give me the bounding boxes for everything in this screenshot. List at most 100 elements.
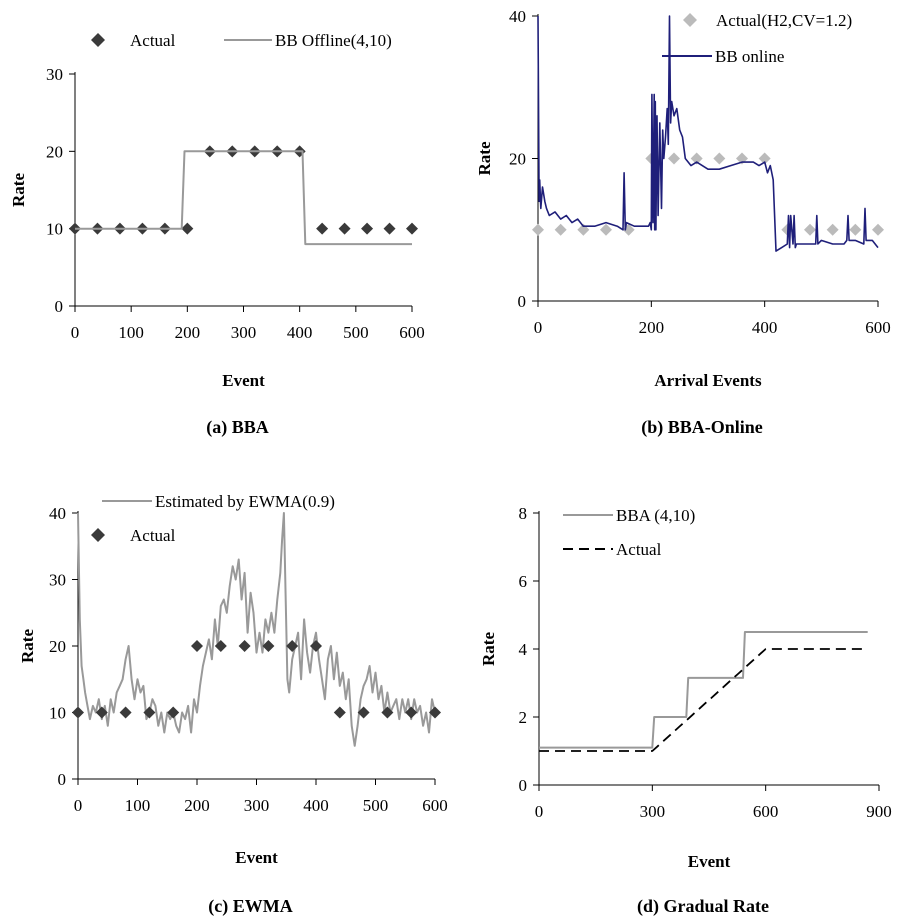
data-point-marker [668,152,680,165]
x-tick-label: 900 [866,802,892,821]
x-tick-label: 500 [363,796,389,815]
data-point-marker [361,222,374,235]
y-tick-label: 0 [58,770,67,789]
plot-area [539,631,868,752]
data-point-marker [406,222,418,235]
plot-area [532,15,884,252]
panel-caption: (d) Gradual Rate [637,896,769,917]
series-line [75,150,412,246]
legend-label: BB online [715,47,784,66]
y-axis-title: Rate [479,632,498,666]
x-tick-label: 400 [752,318,778,337]
x-tick-label: 0 [534,318,543,337]
data-point-marker [690,152,703,165]
y-tick-label: 6 [519,572,528,591]
x-tick-label: 100 [118,323,144,342]
legend-marker [91,528,105,542]
y-tick-label: 30 [49,571,66,590]
x-axis-title: Event [688,852,731,871]
x-tick-label: 0 [535,802,544,821]
panel-caption: (b) BBA-Online [641,417,763,438]
panel-a: 0 100 200 300 400 500 600 0 10 20 30 Event Rate (a) B… [9,31,425,438]
panel-caption: (a) BBA [206,417,269,438]
data-point-marker [191,640,203,652]
x-tick-label: 300 [244,796,270,815]
panel-caption: (c) EWMA [208,896,292,917]
data-point-marker [429,706,441,719]
data-point-marker [383,222,396,235]
y-tick-label: 0 [55,297,64,316]
data-point-marker [286,640,299,652]
panel-d: 0 300 600 900 0 2 4 6 8 Event Rate (d) Gradual Rate… [479,504,892,917]
x-axis-title: Event [222,371,265,390]
plot-area [69,145,418,246]
data-point-marker [405,706,418,719]
data-point-marker [849,223,862,236]
legend-marker [91,33,105,47]
data-point-marker [316,222,329,235]
data-point-marker [826,223,839,236]
legend-label: BBA (4,10) [616,506,695,525]
series-line [77,512,436,747]
y-tick-label: 0 [518,292,527,311]
legend-label: Estimated by EWMA(0.9) [155,492,335,511]
data-point-marker [181,222,194,235]
x-tick-label: 200 [175,323,201,342]
series-line [539,631,868,749]
series-line [539,648,868,752]
data-point-marker [333,706,346,719]
plot-area [72,512,441,747]
data-point-marker [381,706,394,719]
y-tick-label: 20 [49,637,66,656]
x-axis-title: Arrival Events [654,371,762,390]
y-tick-label: 8 [519,504,528,523]
legend-marker [683,13,697,27]
x-tick-label: 100 [125,796,151,815]
y-tick-label: 2 [519,708,528,727]
x-axis-title: Event [235,848,278,867]
panel-c: 0 100 200 300 400 500 600 0 10 20 30 40 Event Rate (c)… [18,492,448,917]
x-tick-label: 600 [422,796,448,815]
data-point-marker [713,152,726,165]
data-point-marker [310,640,322,652]
legend-label: BB Offline(4,10) [275,31,392,50]
panel-b: 0 200 400 600 0 20 40 Arrival Events Rate (b) BBA… [475,7,891,438]
data-point-marker [214,640,227,652]
data-point-marker [758,152,771,165]
data-point-marker [95,706,108,719]
x-tick-label: 400 [303,796,329,815]
data-point-marker [238,640,251,652]
x-tick-label: 0 [71,323,80,342]
legend-label: Actual [130,526,176,545]
y-tick-label: 30 [46,65,63,84]
data-point-marker [262,640,275,652]
y-axis-title: Rate [475,141,494,175]
series-line [537,15,879,252]
x-tick-label: 500 [343,323,369,342]
y-tick-label: 10 [46,220,63,239]
x-tick-label: 600 [399,323,425,342]
x-tick-label: 0 [74,796,83,815]
y-tick-label: 10 [49,704,66,723]
data-point-marker [804,223,816,236]
y-tick-label: 4 [519,640,528,659]
x-tick-label: 200 [184,796,210,815]
data-point-marker [119,706,132,719]
data-point-marker [338,222,351,235]
y-tick-label: 40 [49,504,66,523]
data-point-marker [532,223,544,236]
y-axis-title: Rate [18,629,37,663]
data-point-marker [167,706,180,719]
legend-label: Actual [130,31,176,50]
y-tick-label: 20 [509,150,526,169]
x-tick-label: 300 [640,802,666,821]
x-tick-label: 200 [639,318,665,337]
x-tick-label: 400 [287,323,313,342]
x-tick-label: 600 [865,318,891,337]
y-tick-label: 40 [509,7,526,26]
data-point-marker [357,706,370,719]
legend-label: Actual [616,540,662,559]
data-point-marker [872,223,884,236]
data-point-marker [143,706,156,719]
